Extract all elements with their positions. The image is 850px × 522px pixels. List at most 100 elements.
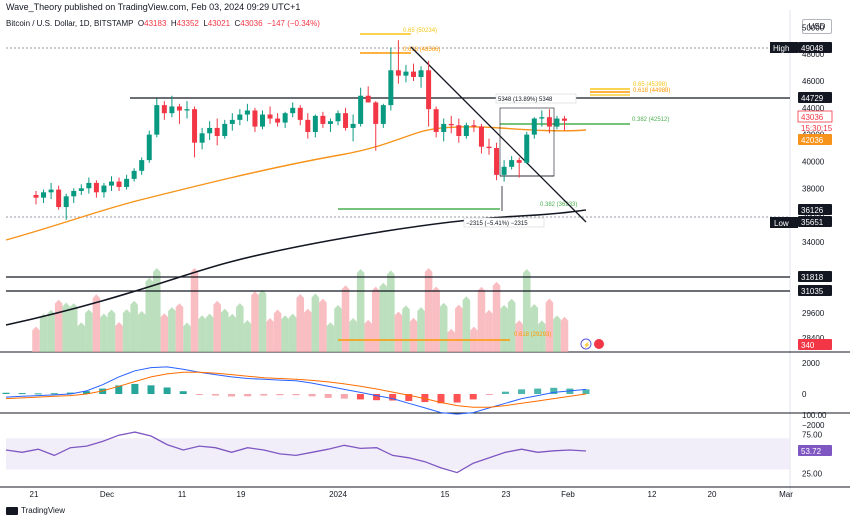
volume-bar bbox=[530, 304, 539, 352]
candle-body bbox=[33, 194, 39, 198]
candle-body bbox=[214, 127, 220, 136]
level-price-label: 35651 bbox=[801, 218, 824, 227]
candle-body bbox=[139, 160, 145, 171]
volume-bar bbox=[341, 285, 350, 352]
macd-histogram-bar bbox=[244, 394, 252, 397]
price-tick-label: 38000 bbox=[802, 184, 825, 193]
level-price-label: 49048 bbox=[801, 44, 824, 53]
symbol-info: Bitcoin / U.S. Dollar, 1D, BITSTAMP O431… bbox=[6, 19, 320, 28]
volume-bar bbox=[545, 298, 554, 352]
last-price-frame bbox=[797, 110, 833, 123]
volume-bar bbox=[266, 317, 274, 352]
candle-body bbox=[124, 178, 130, 187]
volume-bar bbox=[560, 316, 569, 352]
candle-body bbox=[176, 106, 182, 111]
price-tick-label: 40000 bbox=[802, 157, 825, 166]
fib-label: 0.618 (29293) bbox=[514, 332, 551, 338]
price-tick-label: 50000 bbox=[802, 23, 825, 32]
trendline bbox=[410, 46, 587, 223]
candle-body bbox=[290, 107, 296, 114]
level-tag-bg bbox=[770, 42, 798, 53]
lightning-icon bbox=[580, 338, 592, 350]
volume-bar bbox=[175, 303, 184, 352]
volume-bar bbox=[145, 277, 154, 352]
fib-label: 0.382 (42512) bbox=[632, 117, 669, 123]
candle-body bbox=[297, 107, 303, 120]
candle-body bbox=[109, 181, 114, 186]
candle-body bbox=[373, 102, 379, 124]
volume-bar bbox=[258, 289, 267, 352]
volume-bar bbox=[424, 268, 433, 352]
candle-body bbox=[207, 127, 213, 134]
volume-bar bbox=[288, 313, 297, 352]
last-price-label-bg bbox=[798, 111, 832, 122]
candle-body bbox=[365, 95, 371, 103]
candle-body bbox=[101, 185, 107, 193]
symbol-name: Bitcoin / U.S. Dollar, 1D, BITSTAMP bbox=[6, 19, 134, 28]
fib-label: 0.618 (48566) bbox=[403, 47, 440, 53]
open-value: 43183 bbox=[144, 19, 167, 28]
macd-histogram-bar bbox=[115, 385, 123, 394]
candle-body bbox=[433, 109, 439, 132]
volume-bar bbox=[198, 315, 206, 352]
volume-bar bbox=[39, 313, 48, 352]
macd-histogram-bar bbox=[485, 394, 493, 395]
candle-body bbox=[146, 134, 152, 161]
level-price-label-bg bbox=[798, 92, 832, 103]
level-price-label-bg bbox=[798, 42, 832, 53]
high-value: 43352 bbox=[176, 19, 199, 28]
candle-body bbox=[63, 196, 69, 208]
candle-body bbox=[471, 125, 477, 127]
volume-label: 340 bbox=[801, 341, 815, 350]
volume-bar bbox=[334, 304, 342, 352]
volume-bar bbox=[77, 322, 86, 352]
measure-label: −2315 (−5.41%) −2315 bbox=[466, 221, 528, 227]
volume-bar bbox=[115, 322, 123, 352]
volume-bar bbox=[168, 307, 176, 352]
macd-histogram-bar bbox=[163, 387, 171, 394]
volume-bar bbox=[477, 286, 486, 352]
candle-body bbox=[343, 113, 349, 128]
level-price-label-bg bbox=[798, 285, 832, 296]
volume-bar bbox=[213, 300, 221, 352]
macd-histogram-bar bbox=[211, 394, 219, 396]
volume-bar bbox=[100, 313, 108, 352]
level-price-label: 31818 bbox=[801, 273, 824, 282]
level-tag-bg bbox=[770, 217, 798, 228]
macd-histogram-bar bbox=[292, 394, 300, 396]
candle-body bbox=[48, 189, 54, 193]
macd-histogram-bar bbox=[550, 387, 558, 394]
macd-histogram-bar bbox=[373, 394, 381, 401]
volume-bar bbox=[281, 315, 289, 352]
candle-body bbox=[411, 71, 416, 77]
currency-button[interactable]: USD bbox=[802, 19, 832, 34]
brand-name: TradingView bbox=[21, 506, 66, 515]
candle-body bbox=[199, 133, 205, 143]
volume-bar bbox=[326, 322, 335, 352]
candle-body bbox=[494, 148, 500, 175]
date-tick-label: 12 bbox=[648, 490, 657, 499]
candle-body bbox=[350, 123, 356, 128]
date-tick-label: 19 bbox=[237, 490, 246, 499]
candle-body bbox=[448, 123, 454, 126]
candle-body bbox=[282, 113, 288, 123]
volume-bar bbox=[69, 303, 78, 352]
candle-body bbox=[335, 113, 341, 122]
volume-bar bbox=[228, 313, 237, 352]
change-value: −147 (−0.34%) bbox=[266, 19, 320, 28]
candle-body bbox=[41, 192, 47, 198]
fib-label: 0.382 (36233) bbox=[540, 202, 577, 208]
macd-histogram-bar bbox=[276, 394, 284, 396]
candle-body bbox=[478, 126, 484, 147]
volume-bar bbox=[364, 319, 372, 352]
volume-bar bbox=[455, 304, 463, 352]
volume-bar bbox=[304, 308, 312, 352]
ema200-line bbox=[5, 209, 587, 326]
measure-label: 5348 (13.89%) 5348 bbox=[498, 97, 553, 103]
macd-histogram-bar bbox=[34, 393, 42, 395]
lightning-icon-glyph: ⚡ bbox=[583, 341, 590, 349]
volume-bar bbox=[500, 304, 508, 352]
macd-tick-label: 2000 bbox=[802, 359, 820, 368]
low-label: L bbox=[203, 19, 208, 28]
